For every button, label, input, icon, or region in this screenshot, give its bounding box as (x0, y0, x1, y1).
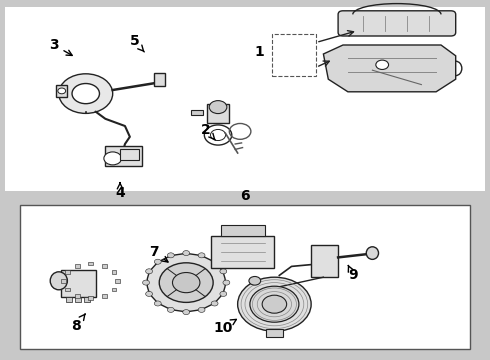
Circle shape (168, 253, 174, 258)
Bar (61, 270, 96, 297)
Bar (112, 288, 117, 291)
Bar (115, 279, 120, 283)
Bar (75, 297, 81, 302)
Bar (74, 294, 79, 298)
Bar (74, 264, 79, 267)
Circle shape (211, 259, 218, 264)
Text: 2: 2 (201, 123, 215, 140)
Bar (272, 34, 316, 76)
Circle shape (198, 307, 205, 312)
Text: 10: 10 (213, 319, 236, 334)
Bar (65, 270, 70, 274)
Text: 9: 9 (348, 265, 358, 282)
Circle shape (143, 280, 149, 285)
Polygon shape (323, 45, 456, 92)
Circle shape (262, 295, 287, 313)
Circle shape (154, 301, 161, 306)
Circle shape (104, 152, 122, 165)
Circle shape (198, 253, 205, 258)
Ellipse shape (366, 247, 378, 259)
Bar (65, 288, 70, 291)
Circle shape (154, 259, 161, 264)
Circle shape (249, 276, 261, 285)
Bar (102, 294, 107, 298)
Bar (154, 73, 165, 86)
Bar (112, 270, 117, 274)
Circle shape (183, 310, 190, 315)
Circle shape (238, 277, 311, 331)
Circle shape (223, 280, 230, 285)
Circle shape (250, 286, 299, 322)
Text: 5: 5 (130, 35, 144, 52)
Circle shape (376, 60, 389, 69)
Bar (211, 236, 274, 268)
Circle shape (159, 263, 213, 302)
Circle shape (168, 307, 174, 312)
Text: 7: 7 (149, 245, 168, 262)
Circle shape (59, 74, 113, 113)
Bar (84, 297, 90, 302)
Bar (191, 110, 203, 115)
Ellipse shape (50, 272, 67, 290)
Text: 6: 6 (240, 189, 250, 203)
FancyBboxPatch shape (338, 11, 456, 36)
Circle shape (72, 84, 99, 104)
Bar (102, 264, 107, 267)
Bar (220, 225, 265, 236)
Bar (66, 297, 72, 302)
Bar (61, 279, 66, 283)
Bar (120, 149, 139, 160)
Bar (20, 205, 470, 349)
Bar (88, 262, 93, 265)
Bar (266, 329, 283, 337)
Bar (207, 104, 229, 123)
Text: 3: 3 (49, 38, 72, 55)
Circle shape (58, 88, 66, 94)
Circle shape (146, 291, 152, 296)
Circle shape (209, 100, 227, 114)
Circle shape (211, 301, 218, 306)
Circle shape (183, 251, 190, 256)
Circle shape (172, 273, 200, 293)
Text: 1: 1 (255, 45, 265, 59)
Circle shape (220, 291, 227, 296)
Circle shape (146, 269, 152, 274)
Bar (105, 146, 142, 166)
Bar (56, 85, 67, 97)
Circle shape (220, 269, 227, 274)
Bar (311, 245, 338, 277)
Text: 4: 4 (115, 183, 125, 199)
Text: 8: 8 (71, 314, 85, 333)
Circle shape (147, 254, 225, 311)
Bar (5, 7, 485, 191)
Bar (88, 296, 93, 300)
